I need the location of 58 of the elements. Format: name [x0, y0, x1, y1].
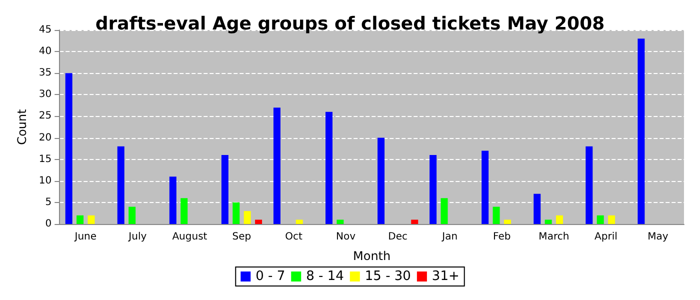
bar: [65, 73, 72, 224]
bar: [221, 155, 228, 224]
y-tick-label: 25: [38, 110, 52, 122]
bar: [440, 198, 448, 224]
legend-label: 15 - 30: [364, 269, 411, 284]
bar: [596, 215, 604, 224]
x-tick-label: June: [74, 232, 97, 242]
y-tick-label: 15: [38, 154, 52, 165]
legend-label: 8 - 14: [306, 269, 344, 284]
bar: [244, 211, 251, 224]
bar: [180, 198, 188, 224]
legend-label: 0 - 7: [256, 269, 286, 284]
bar: [128, 206, 136, 224]
bar: [482, 150, 489, 224]
bar: [608, 215, 616, 224]
bar: [88, 215, 95, 224]
y-tick-label: 35: [38, 68, 52, 79]
bar: [411, 220, 418, 224]
y-axis-title: Count: [15, 108, 29, 145]
x-axis-title: Month: [353, 249, 391, 263]
bar: [336, 220, 344, 224]
x-tick-label: March: [538, 232, 570, 242]
y-tick-label: 40: [38, 46, 52, 58]
x-tick-label: Sep: [232, 232, 252, 242]
bar: [378, 138, 385, 224]
bar: [117, 146, 124, 224]
bar: [586, 146, 593, 224]
bar: [296, 220, 303, 224]
bar: [76, 215, 84, 224]
bar: [169, 176, 176, 224]
y-tick-label: 20: [38, 132, 52, 144]
x-tick-label: April: [594, 232, 618, 242]
x-tick-label: August: [172, 232, 208, 242]
y-tick-label: 10: [38, 175, 52, 186]
bar: [430, 155, 437, 224]
x-tick-label: Dec: [388, 232, 408, 242]
x-tick-label: May: [648, 232, 668, 242]
y-tick-label: 30: [38, 89, 52, 100]
y-tick-label: 5: [45, 196, 52, 208]
x-tick-label: Feb: [493, 232, 511, 242]
y-tick-label: 0: [45, 218, 52, 230]
x-tick-label: Oct: [285, 232, 302, 242]
bar: [255, 220, 262, 224]
x-tick-label: Nov: [336, 232, 356, 242]
x-tick-label: Jan: [441, 232, 458, 242]
x-tick-label: July: [128, 232, 147, 242]
bar: [638, 38, 645, 224]
bar: [232, 202, 240, 224]
bar: [534, 194, 541, 224]
bar: [273, 108, 280, 224]
bar: [492, 206, 500, 224]
y-tick-label: 45: [38, 24, 52, 36]
legend-label: 31+: [432, 269, 460, 284]
bar: [325, 112, 332, 224]
bar: [504, 220, 511, 224]
bar: [544, 220, 552, 224]
bar: [556, 215, 564, 224]
chart-title: drafts-eval Age groups of closed tickets May 2008: [95, 14, 605, 34]
